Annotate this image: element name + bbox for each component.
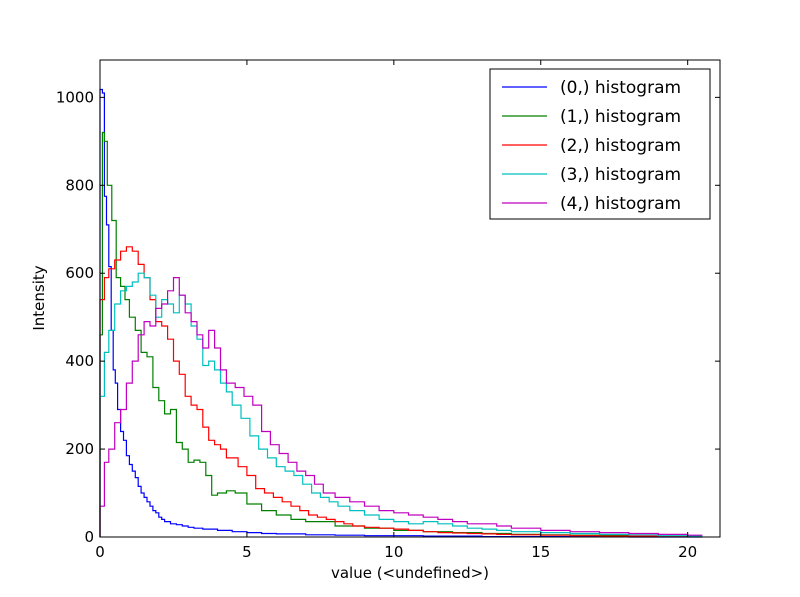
x-tick-label-2: 10 bbox=[384, 543, 403, 561]
legend-label-2: (2,) histogram bbox=[560, 136, 681, 156]
x-axis-label: value (<undefined>) bbox=[331, 564, 489, 582]
legend-label-3: (3,) histogram bbox=[560, 165, 681, 185]
series-layer bbox=[99, 88, 703, 538]
legend-label-4: (4,) histogram bbox=[560, 194, 681, 214]
y-tick-label-0: 0 bbox=[84, 528, 94, 546]
y-tick-label-1: 200 bbox=[65, 440, 94, 458]
y-tick-label-4: 800 bbox=[65, 176, 94, 194]
x-tick-label-4: 20 bbox=[678, 543, 697, 561]
legend: (0,) histogram (1,) histogram (2,) histogr… bbox=[489, 68, 711, 220]
x-tick-label-3: 15 bbox=[531, 543, 550, 561]
series-line-3 bbox=[99, 272, 703, 537]
series-line-1 bbox=[99, 131, 703, 538]
y-axis-label: Intensity bbox=[30, 265, 48, 330]
legend-label-1: (1,) histogram bbox=[560, 107, 681, 127]
legend-label-0: (0,) histogram bbox=[560, 78, 681, 98]
series-line-0 bbox=[99, 88, 703, 538]
legend-box bbox=[489, 68, 711, 220]
y-tick-label-3: 600 bbox=[65, 264, 94, 282]
x-tick-label-0: 0 bbox=[95, 543, 105, 561]
plot-frame bbox=[99, 59, 721, 538]
x-tick-label-1: 5 bbox=[242, 543, 252, 561]
series-line-4 bbox=[99, 277, 703, 537]
y-tick-label-5: 1000 bbox=[56, 88, 94, 106]
y-tick-label-2: 400 bbox=[65, 352, 94, 370]
